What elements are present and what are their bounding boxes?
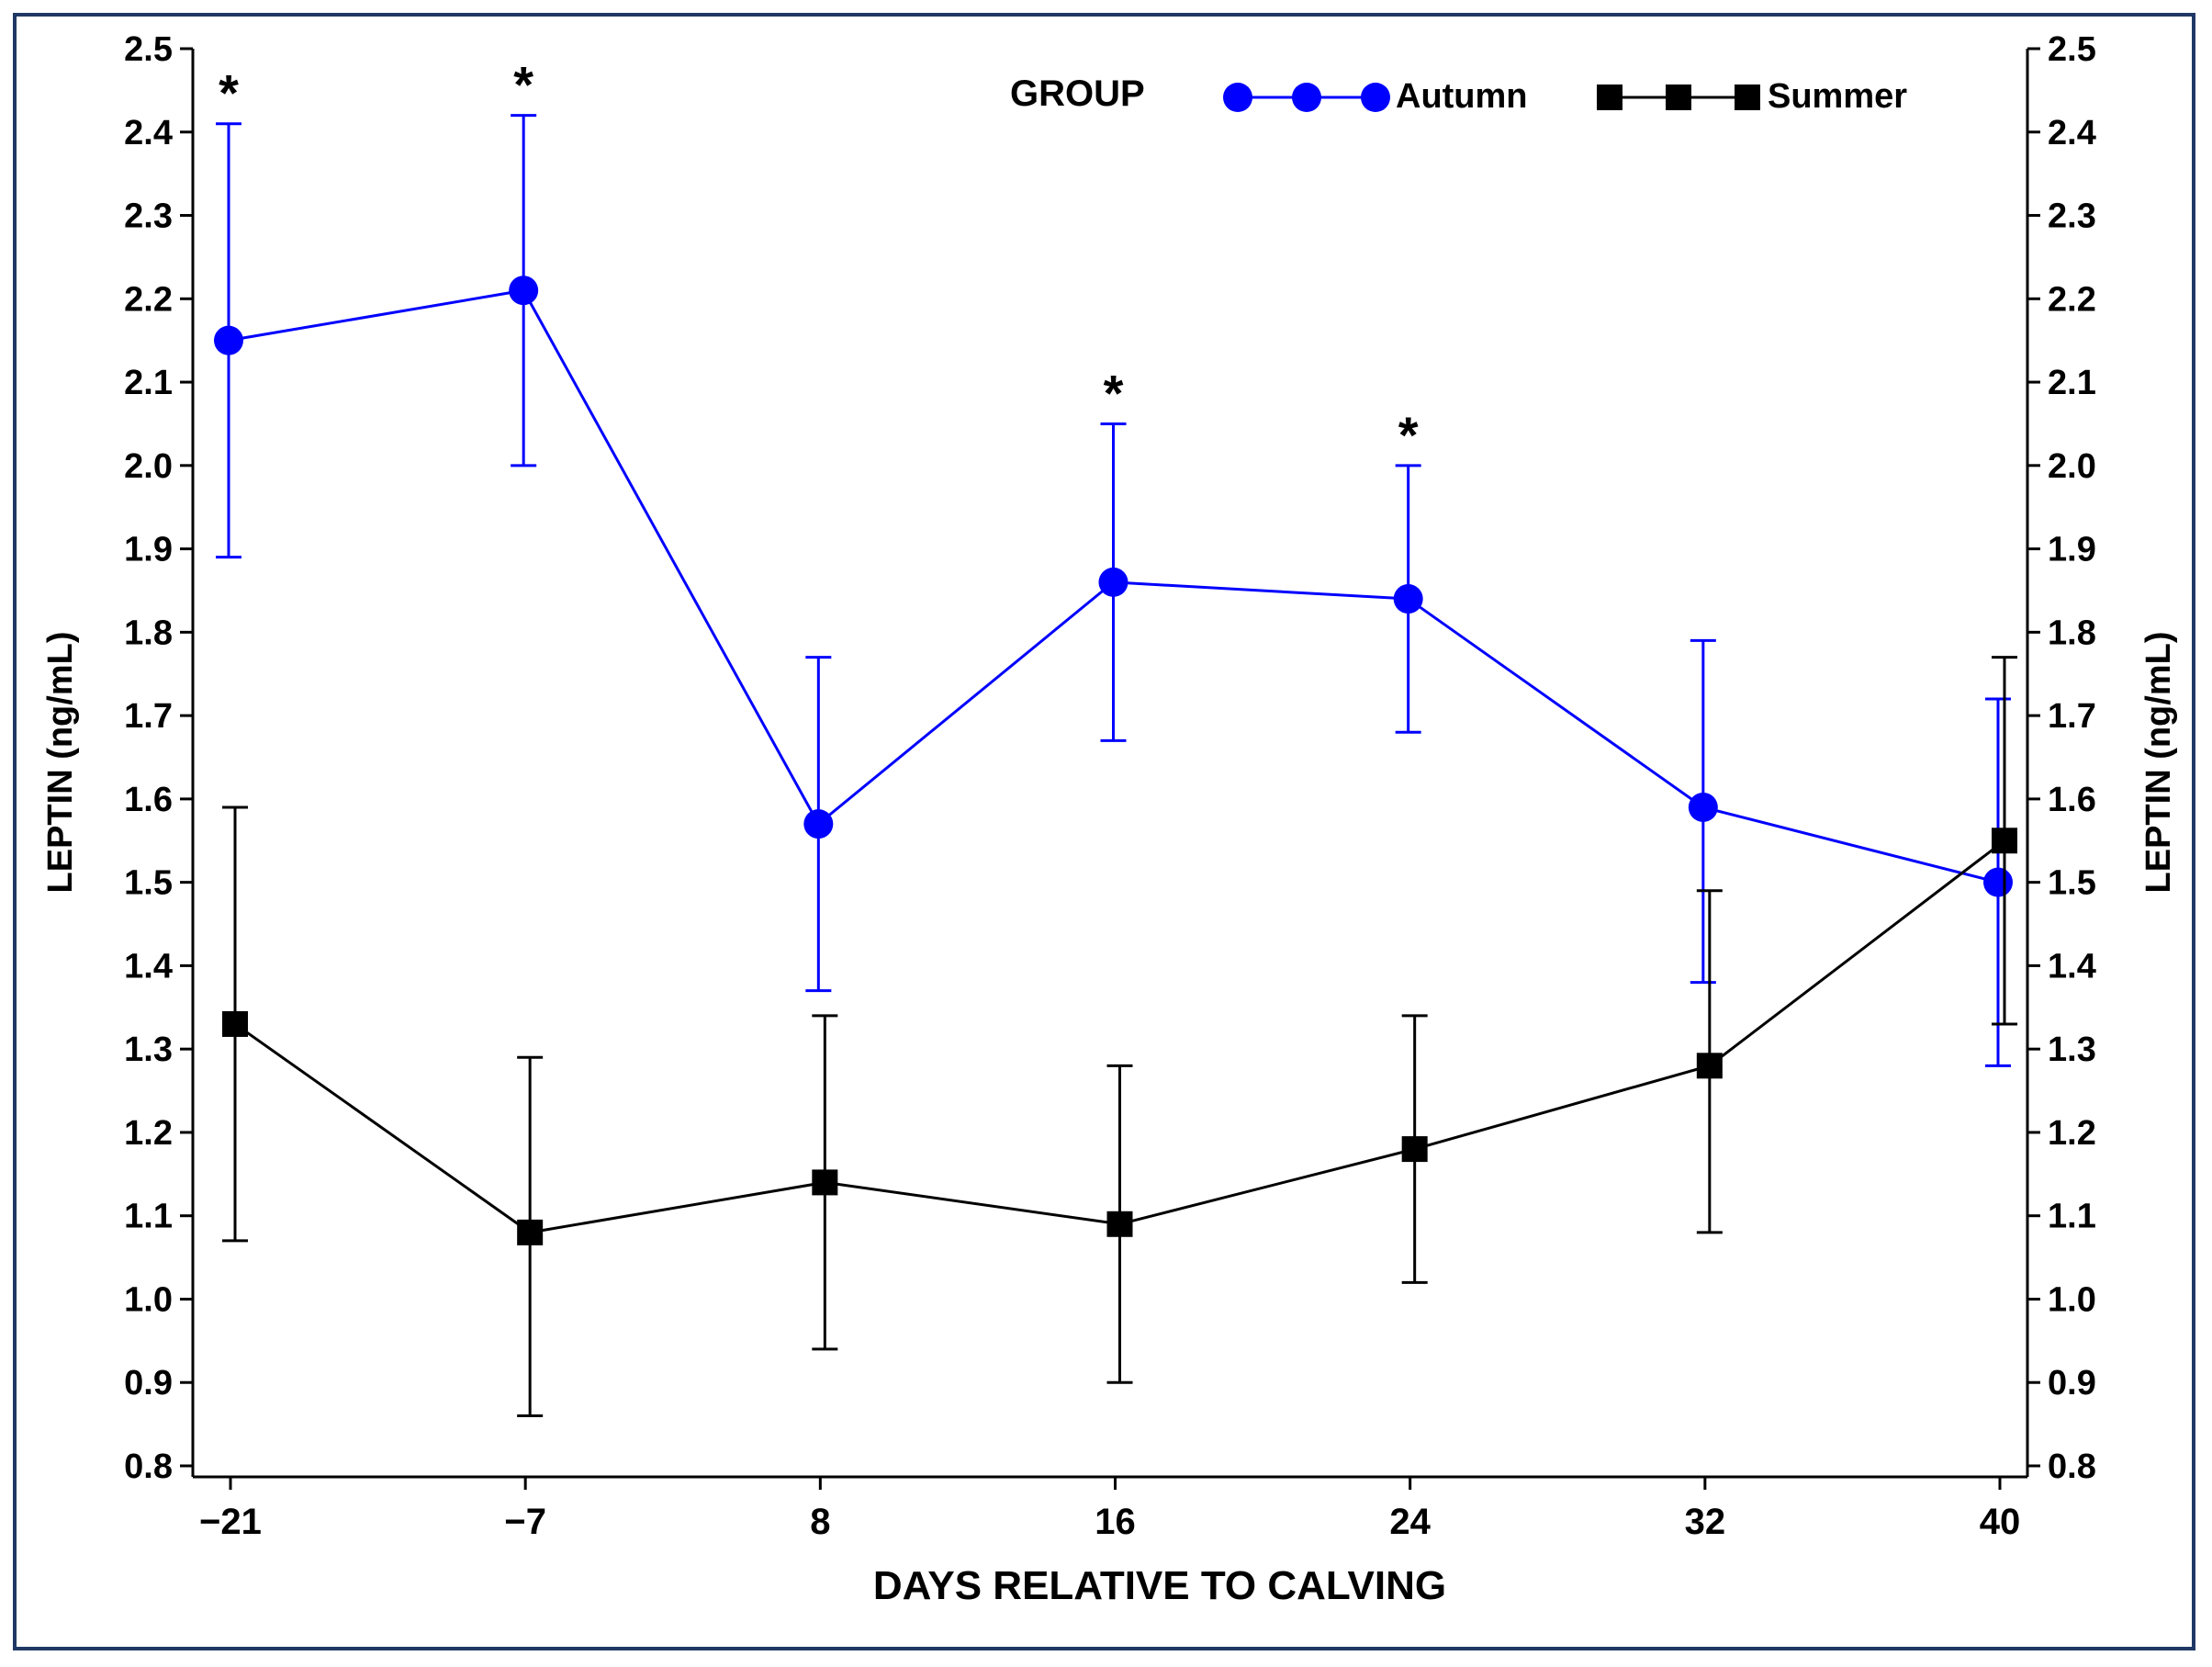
y-tick-label-left: 1.2 bbox=[124, 1114, 173, 1153]
y-tick-label-left: 2.5 bbox=[124, 30, 173, 69]
y-tick-label-left: 1.3 bbox=[124, 1031, 173, 1069]
y-tick-label-left: 2.3 bbox=[124, 197, 173, 236]
y-tick-label-left: 1.8 bbox=[124, 614, 173, 652]
y-axis-right-ticks: 0.8 0.9 1.0 1.1 1.2 1.3 1.4 1.5 1.6 1.7 1.8 1.9 2.0 2… bbox=[2027, 30, 2096, 1486]
x-tick-label: 40 bbox=[1980, 1502, 2021, 1542]
y-tick-label-right: 1.7 bbox=[2048, 697, 2096, 736]
legend: GROUP Autumn Summer bbox=[1010, 73, 1907, 116]
data-point-summer bbox=[222, 1010, 248, 1037]
legend-autumn-marker bbox=[1361, 83, 1390, 112]
y-tick-label-left: 1.0 bbox=[124, 1280, 173, 1319]
data-point-summer bbox=[517, 1219, 544, 1245]
x-tick-label: 8 bbox=[810, 1502, 830, 1542]
y-tick-label-left: 1.5 bbox=[124, 864, 173, 903]
legend-title: GROUP bbox=[1010, 73, 1145, 114]
legend-summer-marker bbox=[1597, 84, 1623, 110]
y-tick-label-right: 1.5 bbox=[2048, 864, 2096, 903]
data-point-autumn bbox=[1098, 567, 1128, 597]
leptin-chart: 0.8 0.9 1.0 1.1 1.2 1.3 1.4 1.5 1.6 1.7 1.8 1.9 2.0 2… bbox=[41, 30, 2178, 1608]
significance-asterisk: * bbox=[1398, 406, 1419, 464]
data-point-autumn bbox=[1393, 584, 1423, 614]
data-point-summer bbox=[812, 1169, 838, 1196]
legend-autumn-marker bbox=[1223, 83, 1252, 112]
x-tick-label: −21 bbox=[199, 1502, 262, 1542]
x-axis-ticks: −21 −7 8 16 24 32 40 bbox=[199, 1477, 2020, 1542]
data-point-summer bbox=[1401, 1136, 1428, 1163]
data-point-summer bbox=[1992, 828, 2017, 854]
y-tick-label-left: 2.0 bbox=[124, 447, 173, 486]
legend-summer-marker bbox=[1666, 84, 1691, 110]
axes bbox=[191, 49, 2029, 1479]
y-tick-label-right: 0.8 bbox=[2048, 1447, 2096, 1486]
y-tick-label-left: 0.9 bbox=[124, 1364, 173, 1402]
y-tick-label-left: 2.2 bbox=[124, 280, 173, 319]
data-point-autumn bbox=[1688, 792, 1718, 822]
y-tick-label-right: 2.2 bbox=[2048, 280, 2096, 319]
y-tick-label-left: 1.4 bbox=[124, 947, 173, 986]
legend-entry-autumn: Autumn bbox=[1223, 77, 1528, 116]
y-tick-label-right: 1.9 bbox=[2048, 531, 2096, 569]
x-tick-label: 16 bbox=[1095, 1502, 1136, 1542]
series-layer bbox=[214, 114, 2017, 1418]
x-tick-label: −7 bbox=[504, 1502, 546, 1542]
y-tick-label-right: 1.4 bbox=[2048, 947, 2096, 986]
annotations: * * * * bbox=[219, 56, 1419, 464]
data-point-summer bbox=[1106, 1211, 1133, 1237]
y-tick-label-left: 1.6 bbox=[124, 781, 173, 819]
y-tick-label-left: 2.1 bbox=[124, 364, 173, 402]
legend-summer-marker bbox=[1735, 84, 1760, 110]
y-tick-label-right: 2.0 bbox=[2048, 447, 2096, 486]
legend-autumn-label: Autumn bbox=[1396, 77, 1528, 116]
y-axis-left-ticks: 0.8 0.9 1.0 1.1 1.2 1.3 1.4 1.5 1.6 1.7 1.8 1.9 2.0 2… bbox=[124, 30, 193, 1486]
y-axis-label-left: LEPTIN (ng/mL) bbox=[41, 632, 80, 894]
x-axis-label: DAYS RELATIVE TO CALVING bbox=[873, 1563, 1446, 1608]
data-point-autumn bbox=[1983, 867, 2013, 897]
y-tick-label-right: 2.5 bbox=[2048, 30, 2096, 69]
y-tick-label-left: 1.9 bbox=[124, 531, 173, 569]
series-summer bbox=[222, 656, 2017, 1418]
legend-summer-label: Summer bbox=[1768, 77, 1907, 116]
series-autumn bbox=[214, 114, 2013, 1067]
y-tick-label-right: 1.0 bbox=[2048, 1280, 2096, 1319]
y-tick-label-right: 1.3 bbox=[2048, 1031, 2096, 1069]
y-tick-label-left: 2.4 bbox=[124, 114, 173, 152]
significance-asterisk: * bbox=[1104, 364, 1124, 422]
y-tick-label-right: 1.8 bbox=[2048, 614, 2096, 652]
y-tick-label-right: 0.9 bbox=[2048, 1364, 2096, 1402]
y-tick-label-right: 1.1 bbox=[2048, 1198, 2096, 1236]
y-tick-label-right: 1.6 bbox=[2048, 781, 2096, 819]
y-tick-label-right: 2.4 bbox=[2048, 114, 2096, 152]
data-point-autumn bbox=[214, 325, 243, 355]
legend-entry-summer: Summer bbox=[1597, 77, 1907, 116]
legend-autumn-marker bbox=[1292, 83, 1321, 112]
y-tick-label-right: 1.2 bbox=[2048, 1114, 2096, 1153]
y-tick-label-left: 1.7 bbox=[124, 697, 173, 736]
significance-asterisk: * bbox=[513, 56, 533, 114]
significance-asterisk: * bbox=[219, 64, 239, 122]
x-tick-label: 32 bbox=[1685, 1502, 1726, 1542]
data-point-autumn bbox=[509, 276, 539, 306]
x-tick-label: 24 bbox=[1389, 1502, 1431, 1542]
data-point-summer bbox=[1696, 1053, 1723, 1079]
y-tick-label-right: 2.3 bbox=[2048, 197, 2096, 236]
y-tick-label-left: 0.8 bbox=[124, 1447, 173, 1486]
y-axis-label-right: LEPTIN (ng/mL) bbox=[2139, 632, 2178, 894]
figure-frame: 0.8 0.9 1.0 1.1 1.2 1.3 1.4 1.5 1.6 1.7 1.8 1.9 2.0 2… bbox=[13, 13, 2195, 1650]
y-tick-label-right: 2.1 bbox=[2048, 364, 2096, 402]
data-point-autumn bbox=[803, 809, 834, 839]
y-tick-label-left: 1.1 bbox=[124, 1198, 173, 1236]
